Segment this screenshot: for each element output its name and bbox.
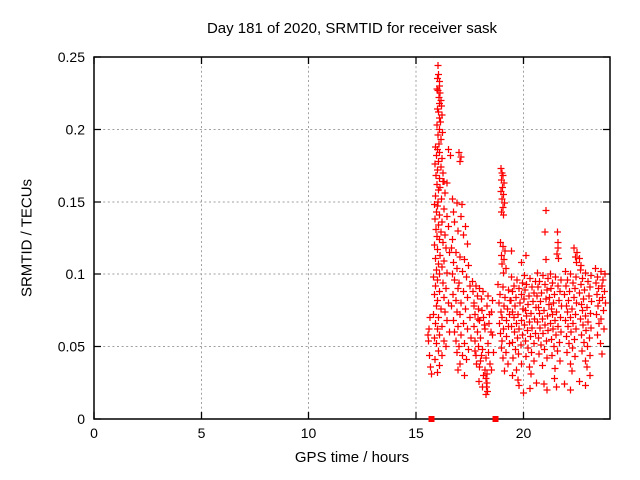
y-tick-label: 0.1 (66, 266, 86, 282)
gridlines (94, 57, 610, 419)
y-tick-label: 0.25 (58, 49, 85, 65)
flag-marker (428, 416, 435, 422)
y-tick-label: 0.2 (66, 122, 86, 138)
x-tick-label: 0 (90, 425, 98, 441)
y-tick-label: 0.05 (58, 339, 85, 355)
x-axis-label: GPS time / hours (294, 449, 410, 466)
y-tick-label: 0 (77, 411, 85, 427)
chart-title: Day 181 of 2020, SRMTID for receiver sas… (206, 20, 498, 37)
x-tick-label: 15 (408, 425, 424, 441)
x-tick-label: 10 (301, 425, 317, 441)
plot-border (93, 56, 611, 420)
x-tick-label: 20 (516, 425, 532, 441)
flag-marker (492, 416, 499, 422)
x-tick-label: 5 (198, 425, 206, 441)
y-tick-label: 0.15 (58, 194, 85, 210)
scatter-points (424, 62, 609, 398)
tick-marks (93, 56, 610, 420)
